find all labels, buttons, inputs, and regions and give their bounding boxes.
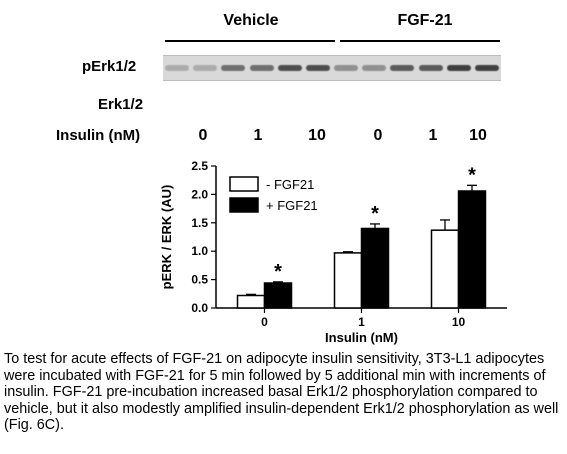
y-axis-label: pERK / ERK (AU) xyxy=(159,185,174,290)
dose-label: 1 xyxy=(428,127,438,144)
significance-marker: * xyxy=(274,261,282,283)
figure-caption: To test for acute effects of FGF-21 on a… xyxy=(4,351,559,433)
y-tick-label: 2.5 xyxy=(191,159,208,173)
blot-band xyxy=(249,65,274,71)
legend-label: + FGF21 xyxy=(266,198,318,213)
bar-chart: 0.0 0.5 1.0 1.5 2.0 2.5 pERK / ERK (AU) 0 1 10 * * *… xyxy=(159,159,507,345)
x-axis-label: Insulin (nM) xyxy=(325,330,398,345)
insulin-dose-label: Insulin (nM) xyxy=(56,127,141,144)
significance-marker: * xyxy=(371,203,379,225)
dose-label: 0 xyxy=(198,127,208,144)
significance-marker: * xyxy=(468,164,476,186)
blot-band xyxy=(362,65,387,71)
blot-band xyxy=(390,65,415,71)
blot-band xyxy=(334,65,359,71)
bar xyxy=(333,252,363,309)
group-line-vehicle xyxy=(165,40,335,42)
blot-band xyxy=(305,65,330,71)
y-tick-label: 1.0 xyxy=(191,244,208,258)
group-label-fgf21: FGF-21 xyxy=(397,12,453,29)
bar xyxy=(457,190,487,309)
y-tick-label: 0.0 xyxy=(191,301,208,315)
dose-label: 10 xyxy=(469,127,487,144)
bar xyxy=(430,229,460,309)
blot-band xyxy=(193,65,218,71)
y-tick-label: 0.5 xyxy=(191,273,208,287)
bar xyxy=(263,282,293,309)
blot-band xyxy=(277,65,302,71)
dose-label: 10 xyxy=(308,127,326,144)
dose-label: 0 xyxy=(373,127,383,144)
bar xyxy=(236,294,266,309)
x-tick-label: 10 xyxy=(452,315,466,329)
blot-row-label-perk: pErk1/2 xyxy=(82,58,137,75)
y-tick-label: 2.0 xyxy=(191,187,208,201)
legend-label: - FGF21 xyxy=(266,177,314,192)
legend-swatch xyxy=(229,176,259,192)
x-tick-label: 0 xyxy=(261,315,268,329)
group-line-fgf21 xyxy=(340,40,500,42)
y-tick-label: 1.5 xyxy=(191,216,208,230)
blot-band xyxy=(418,65,443,71)
legend-swatch xyxy=(229,197,259,213)
blot-band xyxy=(165,65,190,71)
x-tick-label: 1 xyxy=(358,315,365,329)
group-label-vehicle: Vehicle xyxy=(223,12,279,29)
blot-band xyxy=(474,65,499,71)
blot-band xyxy=(446,65,471,71)
bar xyxy=(360,227,390,309)
blot-band xyxy=(221,65,246,71)
western-blot-image xyxy=(163,55,501,81)
dose-label: 1 xyxy=(253,127,263,144)
blot-row-label-erk: Erk1/2 xyxy=(98,96,144,113)
